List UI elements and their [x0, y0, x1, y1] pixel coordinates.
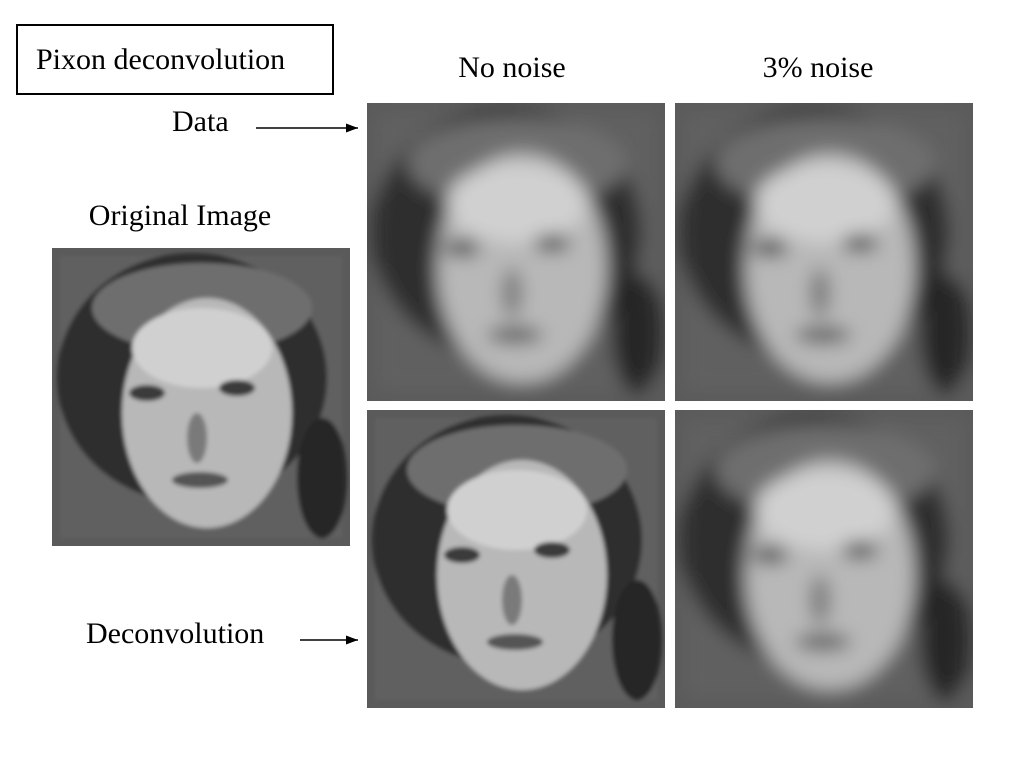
eye [444, 240, 480, 256]
forehead [447, 470, 587, 550]
eye [534, 542, 570, 558]
forehead [755, 470, 895, 550]
face [372, 108, 662, 393]
forehead [447, 163, 587, 243]
braid [920, 273, 970, 393]
photo [680, 415, 970, 700]
nose [810, 575, 830, 625]
braid [612, 580, 662, 700]
eye [534, 235, 570, 251]
forehead [132, 308, 272, 388]
mouth [795, 327, 851, 343]
face [680, 415, 970, 700]
nose [502, 268, 522, 318]
face [680, 108, 970, 393]
nose [502, 575, 522, 625]
eye [444, 547, 480, 563]
title: Pixon deconvolution [36, 43, 285, 76]
title-box [16, 24, 334, 95]
mouth [487, 634, 543, 650]
eye [842, 542, 878, 558]
eye [129, 385, 165, 401]
column-header: 3% noise [763, 51, 874, 84]
eye [752, 547, 788, 563]
photo [372, 415, 662, 700]
braid [297, 418, 347, 538]
photo [57, 253, 347, 538]
face [372, 415, 662, 700]
forehead [755, 163, 895, 243]
mouth [172, 472, 228, 488]
eye [842, 235, 878, 251]
mouth [795, 634, 851, 650]
braid [612, 273, 662, 393]
eye [752, 240, 788, 256]
eye [219, 380, 255, 396]
nose [187, 413, 207, 463]
images [52, 103, 973, 708]
original-label: Original Image [89, 199, 271, 232]
braid [920, 580, 970, 700]
column-header: No noise [458, 51, 566, 84]
photo [372, 108, 662, 393]
nose [810, 268, 830, 318]
row-label: Data [172, 105, 229, 138]
mouth [487, 327, 543, 343]
photo [680, 108, 970, 393]
row-label: Deconvolution [86, 617, 264, 650]
face [57, 253, 347, 538]
